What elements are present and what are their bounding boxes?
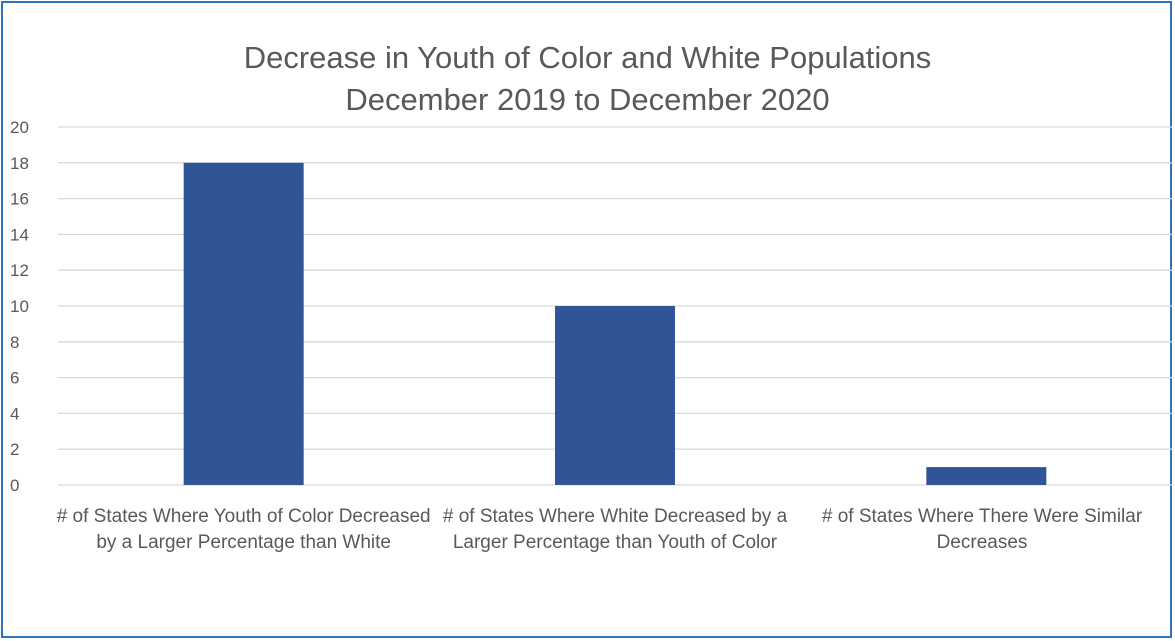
bar	[555, 306, 675, 485]
y-tick-label: 14	[10, 225, 29, 244]
x-category-label: # of States Where There Were Similar Dec…	[821, 506, 1143, 553]
chart-subtitle: December 2019 to December 2020	[345, 82, 830, 117]
chart-title: Decrease in Youth of Color and White Pop…	[243, 40, 932, 75]
y-tick-label: 18	[10, 154, 29, 173]
y-tick-label: 6	[10, 369, 19, 388]
y-tick-label: 0	[10, 476, 19, 495]
y-tick-label: 12	[10, 261, 29, 280]
y-tick-label: 10	[10, 297, 29, 316]
y-tick-label: 4	[10, 404, 19, 423]
x-category-label: # of States Where Youth of Color Decreas…	[56, 506, 431, 553]
x-category-label: # of States Where White Decreased by a L…	[442, 506, 788, 553]
y-tick-label: 20	[10, 118, 29, 137]
y-tick-label: 2	[10, 440, 19, 459]
y-tick-label: 16	[10, 190, 29, 209]
bar	[926, 467, 1047, 485]
y-tick-label: 8	[10, 333, 19, 352]
bar	[183, 162, 304, 486]
